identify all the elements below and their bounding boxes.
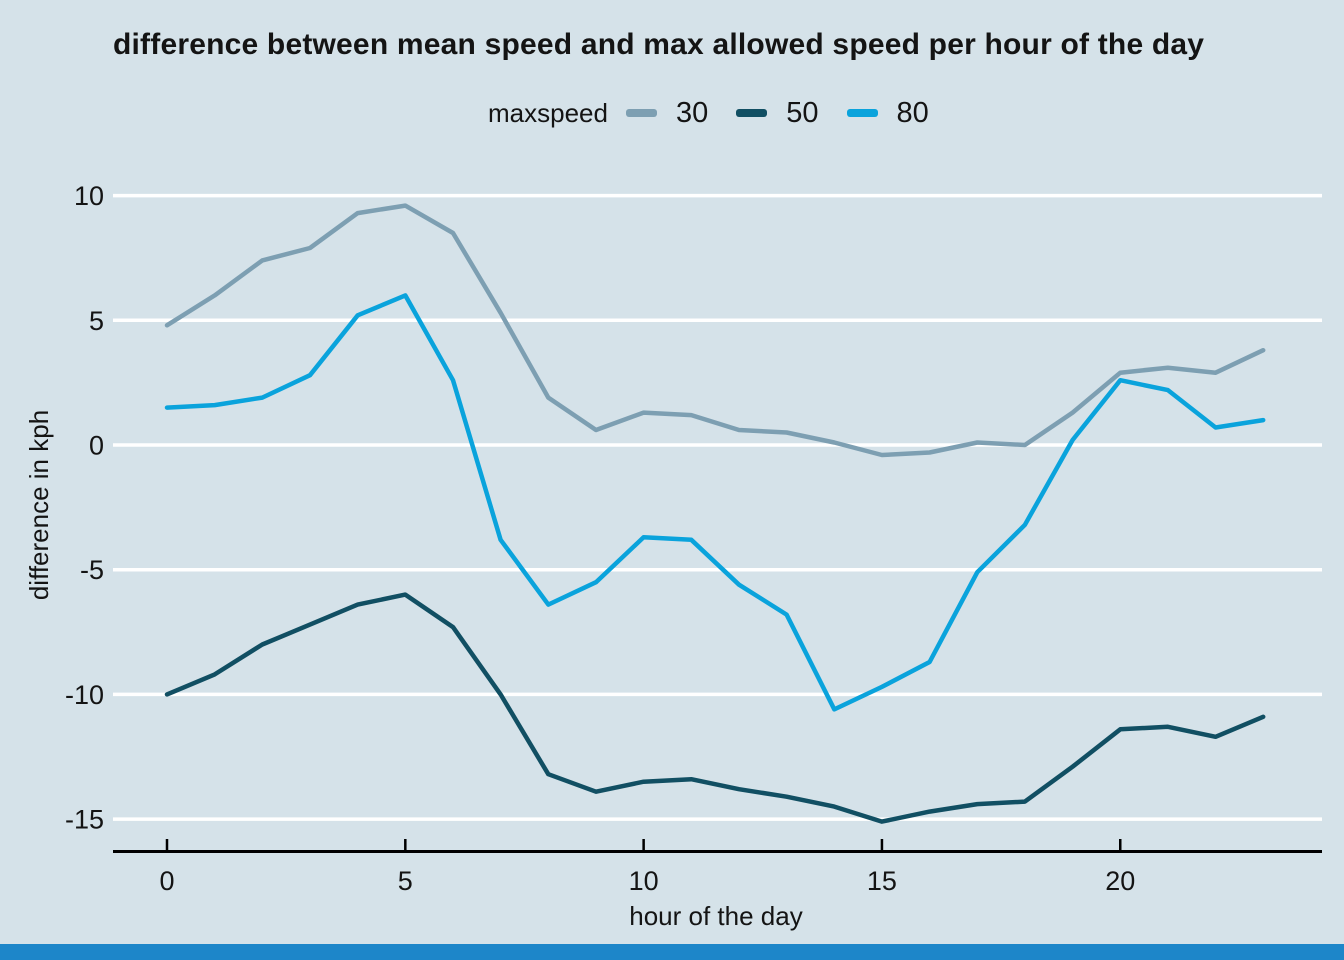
- legend-swatch-50: [736, 109, 768, 117]
- y-tick-label-10: 10: [74, 181, 104, 211]
- bottom-blue-bar: [0, 944, 1344, 960]
- y-axis-tick-labels: 10 5 0 -5 -10 -15: [65, 181, 104, 835]
- y-tick-label--10: -10: [65, 680, 104, 710]
- x-tick-label-10: 10: [629, 866, 659, 896]
- gridlines: [113, 193, 1322, 821]
- y-tick-label--15: -15: [65, 805, 104, 835]
- x-tick-label-0: 0: [159, 866, 174, 896]
- y-axis-label: difference in kph: [24, 410, 54, 600]
- series-line-80: [164, 293, 1266, 712]
- legend-swatch-80: [846, 109, 878, 117]
- y-tick-label--5: -5: [80, 555, 104, 585]
- x-axis: 0 5 10 15 20: [113, 839, 1322, 896]
- x-tick-label-5: 5: [398, 866, 413, 896]
- x-tick-label-20: 20: [1105, 866, 1135, 896]
- legend-item-80: 80: [846, 96, 929, 130]
- legend-item-50: 50: [736, 96, 819, 130]
- series-lines: [164, 203, 1266, 824]
- legend-title: maxspeed: [488, 97, 608, 128]
- legend-item-30-label: 30: [675, 96, 709, 129]
- legend-item-50-label: 50: [786, 96, 819, 129]
- y-tick-label-0: 0: [89, 431, 104, 461]
- series-line-30: [164, 203, 1266, 458]
- legend-swatch-30: [625, 109, 657, 117]
- legend-item-80-label: 80: [896, 96, 929, 129]
- x-axis-label: hour of the day: [629, 901, 802, 931]
- chart-title: difference between mean speed and max al…: [113, 28, 1205, 61]
- legend-item-30: 30: [625, 96, 709, 130]
- series-line-50: [164, 592, 1266, 824]
- y-tick-label-5: 5: [89, 306, 104, 336]
- legend: maxspeed 30 50 80: [488, 94, 929, 132]
- x-tick-label-15: 15: [867, 866, 897, 896]
